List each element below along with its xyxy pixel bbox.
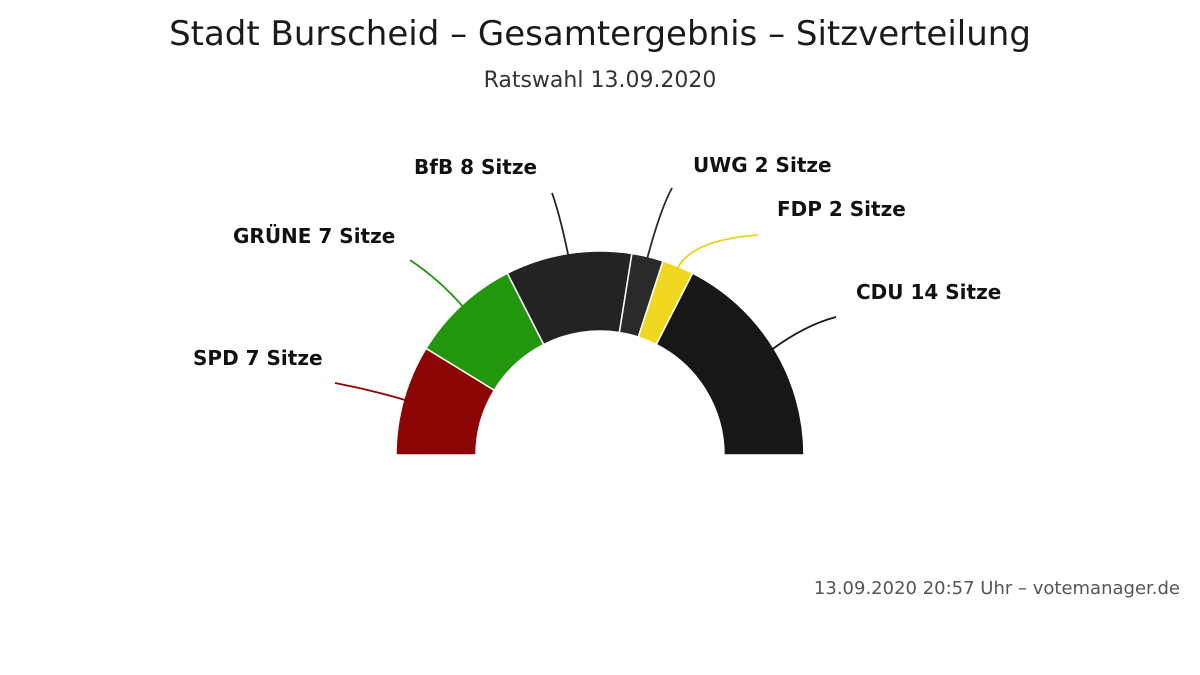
connector-uwg (645, 187, 673, 261)
slice-label-bfb: BfB 8 Sitze (414, 155, 537, 179)
footer-credit: 13.09.2020 20:57 Uhr – votemanager.de (813, 578, 1180, 599)
slice-label-spd: SPD 7 Sitze (193, 346, 323, 370)
chart-title: Stadt Burscheid – Gesamtergebnis – Sitzv… (169, 14, 1031, 54)
connector-fdp (675, 234, 759, 271)
connector-cdu (769, 316, 837, 352)
connector-gruene (409, 259, 465, 309)
slice-label-cdu: CDU 14 Sitze (856, 280, 1001, 304)
slice-label-gruene: GRÜNE 7 Sitze (233, 224, 395, 248)
chart-subtitle: Ratswahl 13.09.2020 (483, 68, 717, 93)
slice-cdu[interactable] (655, 272, 805, 456)
slice-label-uwg: UWG 2 Sitze (693, 153, 832, 177)
labels-layer: SPD 7 Sitze GRÜNE 7 Sitze BfB 8 Sitze UWG 2… (193, 153, 1001, 370)
connector-bfb (551, 192, 570, 258)
slice-label-fdp: FDP 2 Sitze (777, 197, 906, 221)
connector-spd (334, 382, 408, 402)
slices-layer (395, 250, 805, 456)
connectors-layer (334, 187, 837, 402)
